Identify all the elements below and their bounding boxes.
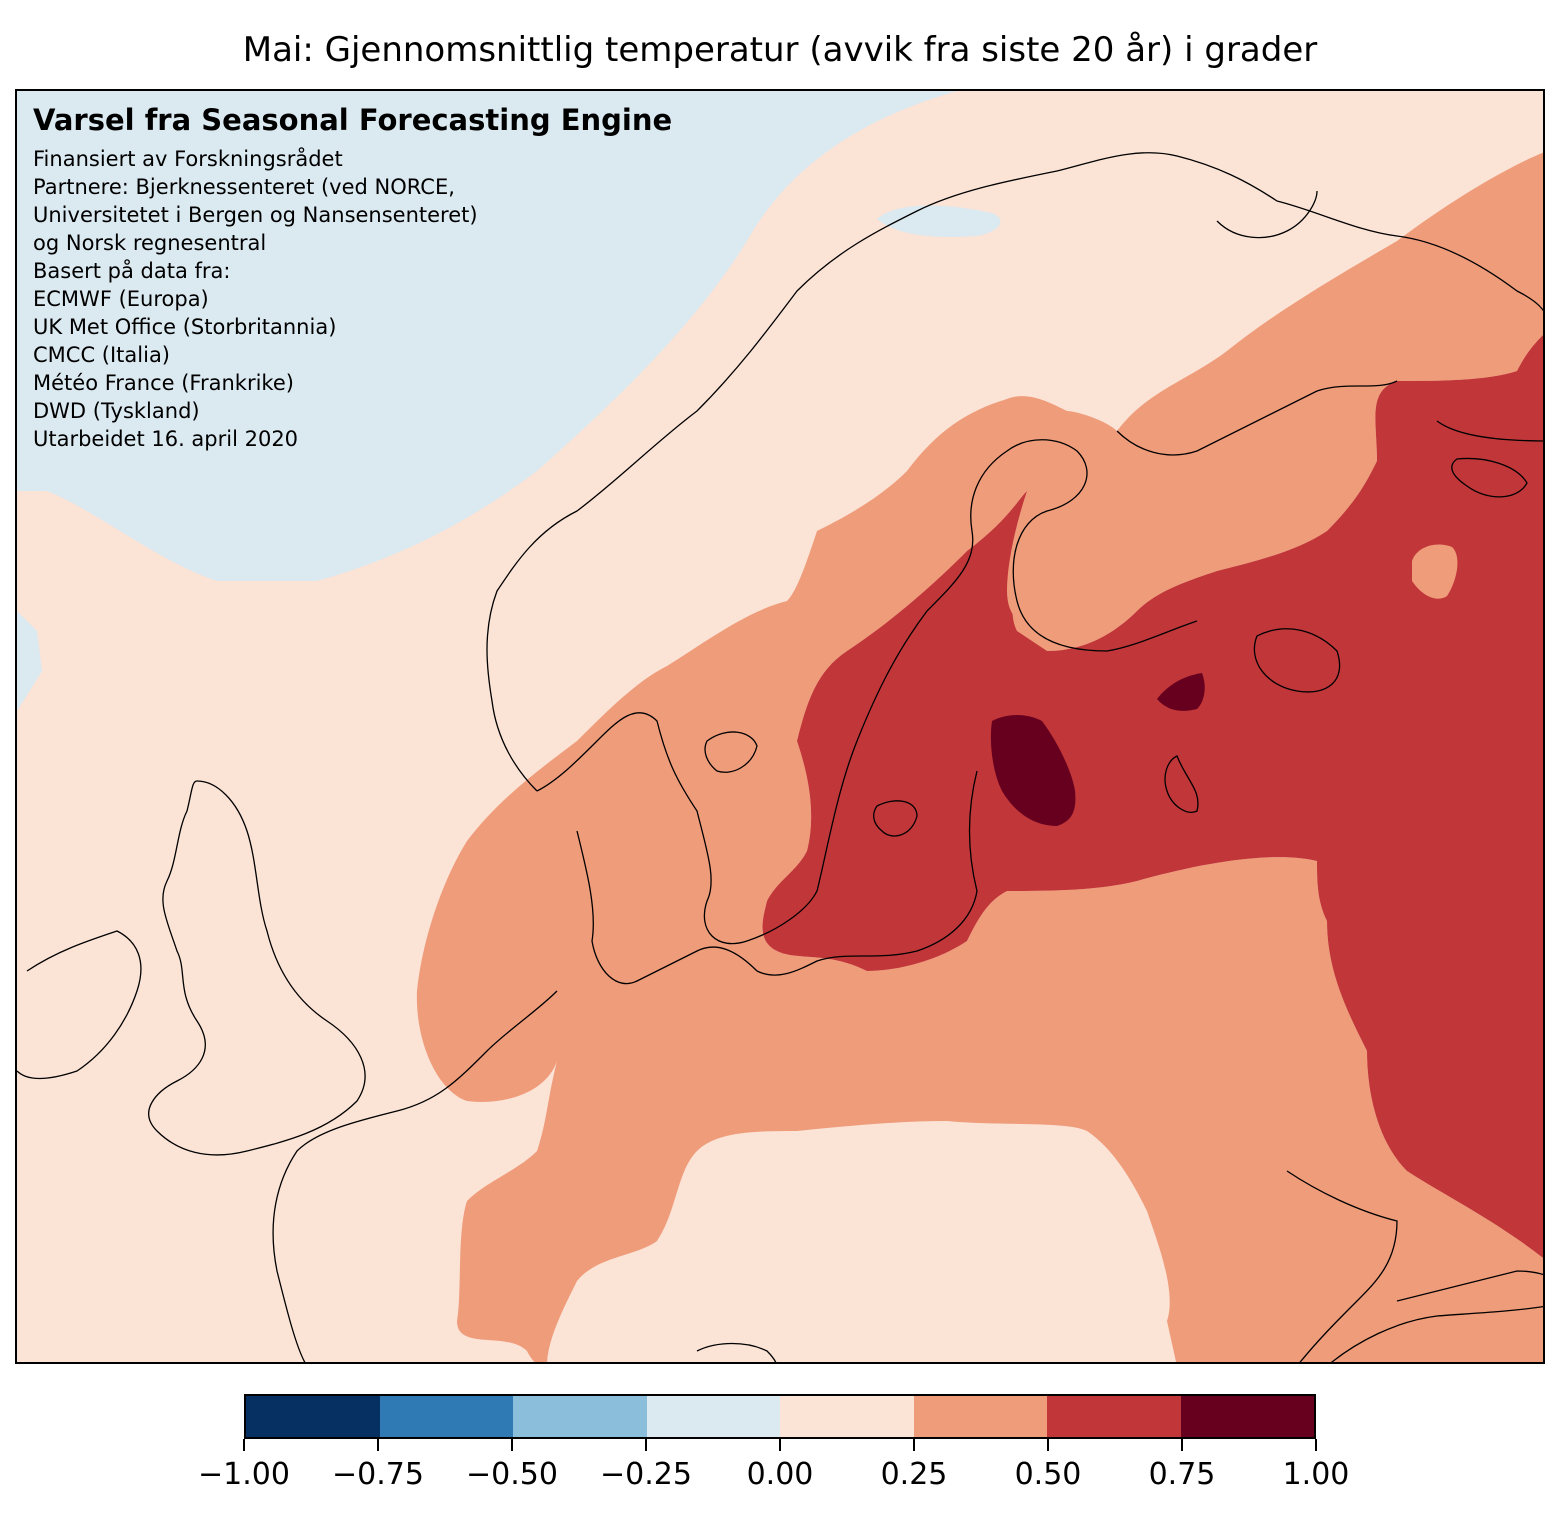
colorbar-segment [780,1396,914,1437]
contour-neg-025-000-fjord [877,205,1001,238]
colorbar-tick [913,1439,915,1451]
info-line: Météo France (Frankrike) [33,371,294,395]
contour-neg-025-000 [17,91,957,581]
colorbar-tick-label: −0.50 [466,1457,558,1492]
colorbar-tick-label: 1.00 [1282,1457,1350,1492]
colorbar-ticks: −1.00 −0.75 −0.50 −0.25 0.00 0.25 0.50 0.75 1.00 [0,1439,1560,1509]
contour-neg-025-000-west [17,611,42,711]
map-canvas [17,91,1543,1362]
colorbar-tick-label: 0.00 [746,1457,814,1492]
colorbar-tick [1181,1439,1183,1451]
contour-025-050-island-a [1007,381,1377,631]
map-title: Mai: Gjennomsnittlig temperatur (avvik f… [242,30,1318,70]
coastlines [17,152,1543,1362]
info-line: og Norsk regnesentral [33,231,267,255]
colorbar-segment [1180,1396,1314,1437]
colorbar-tick [645,1439,647,1451]
colorbar-tick-label: −1.00 [198,1457,290,1492]
info-line: Finansiert av Forskningsrådet [33,147,343,171]
forecast-map: Varsel fra Seasonal Forecasting Engine F… [15,89,1545,1364]
contour-075-100-a [990,715,1076,826]
info-line: CMCC (Italia) [33,343,171,367]
colorbar-segment [646,1396,780,1437]
colorbar-tick [779,1439,781,1451]
colorbar-segment [913,1396,1047,1437]
colorbar-tick-label: 0.25 [880,1457,948,1492]
info-line: Utarbeidet 16. april 2020 [33,427,299,451]
colorbar-tick [1047,1439,1049,1451]
contour-050-075 [762,335,1543,1258]
info-line: UK Met Office (Storbritannia) [33,315,337,339]
colorbar-tick [243,1439,245,1451]
info-line: Partnere: Bjerknessenteret (ved NORCE, [33,175,455,199]
colorbar-segment [379,1396,513,1437]
contour-025-050-island-b [1412,544,1458,599]
colorbar-tick-label: 0.50 [1014,1457,1082,1492]
info-line: DWD (Tyskland) [33,399,200,423]
colorbar-tick [1315,1439,1317,1451]
info-heading: Varsel fra Seasonal Forecasting Engine [33,103,673,137]
colorbar-tick-label: −0.75 [332,1457,424,1492]
colorbar-segment [513,1396,647,1437]
colorbar-tick-label: −0.25 [600,1457,692,1492]
info-box: Varsel fra Seasonal Forecasting Engine F… [33,103,672,453]
info-line: Universitetet i Bergen og Nansensenteret… [33,203,478,227]
info-line: Basert på data fra: [33,259,231,283]
colorbar-tick-label: 0.75 [1148,1457,1216,1492]
info-line: ECMWF (Europa) [33,287,209,311]
colorbar [244,1394,1316,1439]
colorbar-tick [377,1439,379,1451]
colorbar-segment [1047,1396,1181,1437]
contour-075-100-b [1157,673,1205,711]
colorbar-tick [511,1439,513,1451]
colorbar-segment [246,1396,380,1437]
